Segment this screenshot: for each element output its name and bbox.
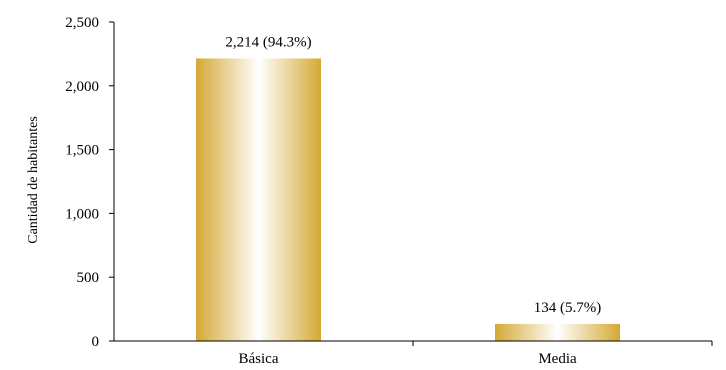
x-category-label: Básica — [239, 351, 279, 367]
y-axis-ticks: 0 500 1,000 1,500 2,000 2,500 — [65, 15, 114, 350]
y-tick-label: 2,500 — [65, 15, 99, 31]
x-axis-labels: Básica Media — [239, 341, 713, 367]
y-axis-title: Cantidad de habitantes — [26, 116, 41, 244]
bar — [495, 323, 620, 341]
y-tick-label: 2,000 — [65, 79, 99, 95]
bar-value-label: 2,214 (94.3%) — [225, 34, 311, 50]
bar — [196, 58, 321, 342]
y-tick-label: 1,000 — [65, 206, 99, 222]
bars — [196, 58, 620, 342]
y-tick-label: 1,500 — [65, 143, 99, 159]
bar-value-label: 134 (5.7%) — [534, 300, 602, 316]
y-tick-label: 500 — [77, 270, 100, 286]
data-labels: 2,214 (94.3%) 134 (5.7%) — [225, 34, 601, 315]
y-tick-label: 0 — [92, 334, 100, 350]
x-category-label: Media — [538, 351, 577, 367]
